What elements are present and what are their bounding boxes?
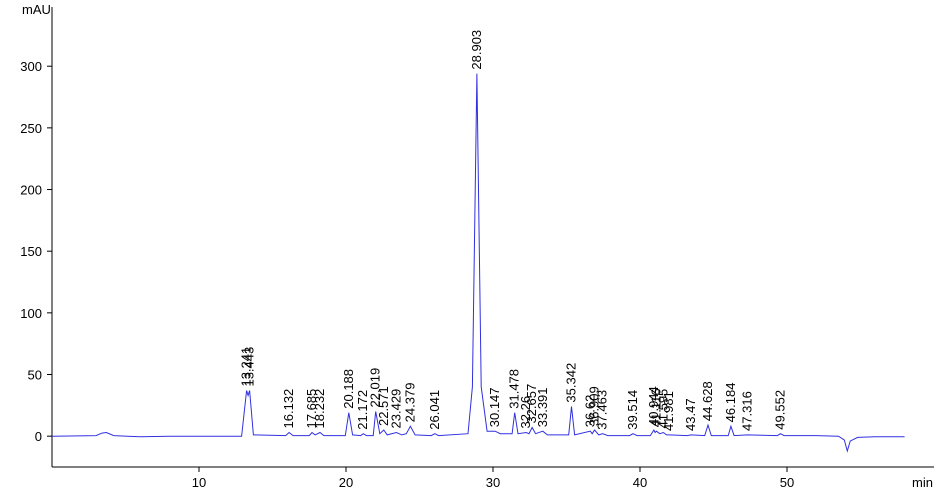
peak-label: 32.26 xyxy=(518,396,533,429)
peak-label: 33.391 xyxy=(535,387,550,427)
peak-label: 31.478 xyxy=(507,369,522,409)
trace xyxy=(51,73,905,453)
peak-label: 22.019 xyxy=(368,368,383,408)
peak-label: 26.041 xyxy=(427,390,442,430)
peak-label: 32.657 xyxy=(524,384,539,424)
peak-label: 40.944 xyxy=(646,386,661,426)
peak-label: 39.514 xyxy=(625,390,640,430)
peak-label: 30.147 xyxy=(487,387,502,427)
y-tick-label: 0 xyxy=(35,429,42,444)
x-tick-label: 10 xyxy=(192,475,206,490)
peak-label: 41.595 xyxy=(655,389,670,429)
peak-label: 13.443 xyxy=(242,347,257,387)
peak-label: 28.903 xyxy=(469,30,484,70)
peak-label: 47.316 xyxy=(740,391,755,431)
peak-label: 35.342 xyxy=(564,363,579,403)
peak-label: 13.241 xyxy=(239,347,254,387)
peak-label: 22.571 xyxy=(376,386,391,426)
peak-label: 41.116 xyxy=(648,388,663,427)
peak-label: 17.685 xyxy=(304,389,319,429)
peak-label: 43.47 xyxy=(683,398,698,431)
y-tick-label: 100 xyxy=(20,306,42,321)
x-tick-label: 20 xyxy=(339,475,353,490)
peak-label: 24.379 xyxy=(402,383,417,423)
y-tick-label: 200 xyxy=(20,183,42,198)
x-tick-label: 50 xyxy=(780,475,794,490)
peak-label: 18.232 xyxy=(312,389,327,429)
peak-label: 44.628 xyxy=(700,381,715,421)
y-tick-label: 250 xyxy=(20,121,42,136)
peak-label: 41.981 xyxy=(661,391,676,431)
x-tick-label: 30 xyxy=(486,475,500,490)
peak-label: 36.909 xyxy=(587,386,602,426)
y-axis-label: mAU xyxy=(22,2,51,17)
peak-label: 21.172 xyxy=(355,390,370,430)
x-tick-label: 40 xyxy=(633,475,647,490)
peak-label: 46.184 xyxy=(723,383,738,423)
peak-label: 23.429 xyxy=(388,389,403,429)
peak-label: 16.132 xyxy=(281,389,296,429)
peak-label: 36.62 xyxy=(582,395,597,428)
y-tick-label: 50 xyxy=(28,368,42,383)
y-tick-label: 300 xyxy=(20,59,42,74)
y-tick-label: 150 xyxy=(20,244,42,259)
x-axis-label: min xyxy=(912,475,933,490)
peak-label: 37.463 xyxy=(595,390,610,430)
peak-label: 49.552 xyxy=(772,390,787,430)
peak-label: 20.188 xyxy=(341,369,356,409)
